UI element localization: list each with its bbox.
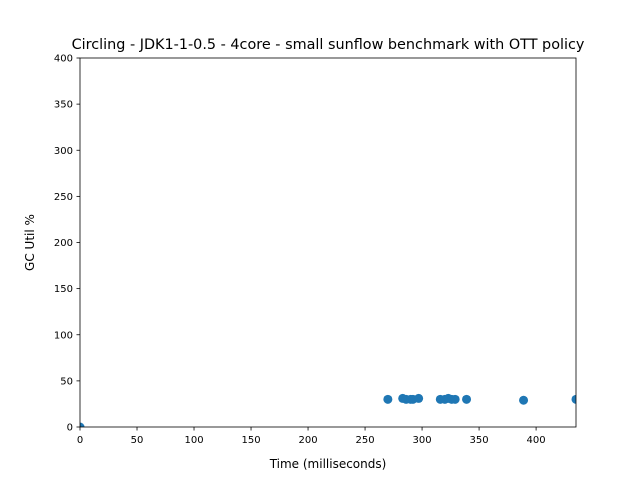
y-tick-label: 100: [54, 330, 73, 341]
data-point: [450, 394, 460, 404]
x-tick-label: 300: [413, 435, 432, 446]
x-tick-label: 400: [527, 435, 546, 446]
data-point: [462, 394, 472, 404]
y-tick-label: 400: [54, 54, 73, 65]
x-tick-label: 50: [131, 435, 144, 446]
chart-title: Circling - JDK1-1-0.5 - 4core - small su…: [72, 37, 585, 53]
data-point: [519, 395, 529, 405]
x-tick-label: 350: [470, 435, 489, 446]
y-tick-label: 200: [54, 238, 73, 249]
data-point: [80, 422, 85, 427]
x-tick-label: 100: [184, 435, 203, 446]
data-point: [571, 394, 576, 404]
x-axis-label: Time (milliseconds): [269, 457, 387, 471]
y-tick-label: 350: [54, 100, 73, 111]
y-axis-label: GC Util %: [23, 214, 37, 271]
y-tick-label: 300: [54, 146, 73, 157]
axes: 0 50 100 150 200 250 300 350 400 0 50 100 150 200 250 3…: [54, 54, 577, 446]
data-point: [383, 394, 393, 404]
y-tick-label: 250: [54, 192, 73, 203]
y-tick-label: 0: [67, 423, 73, 434]
plot-area: [80, 58, 576, 427]
data-point: [414, 393, 424, 403]
y-tick-label: 50: [60, 376, 73, 387]
x-tick-label: 200: [298, 435, 317, 446]
x-tick-label: 150: [241, 435, 260, 446]
data-points: [80, 393, 576, 427]
y-tick-label: 150: [54, 284, 73, 295]
x-tick-label: 0: [77, 435, 83, 446]
x-tick-label: 250: [356, 435, 375, 446]
